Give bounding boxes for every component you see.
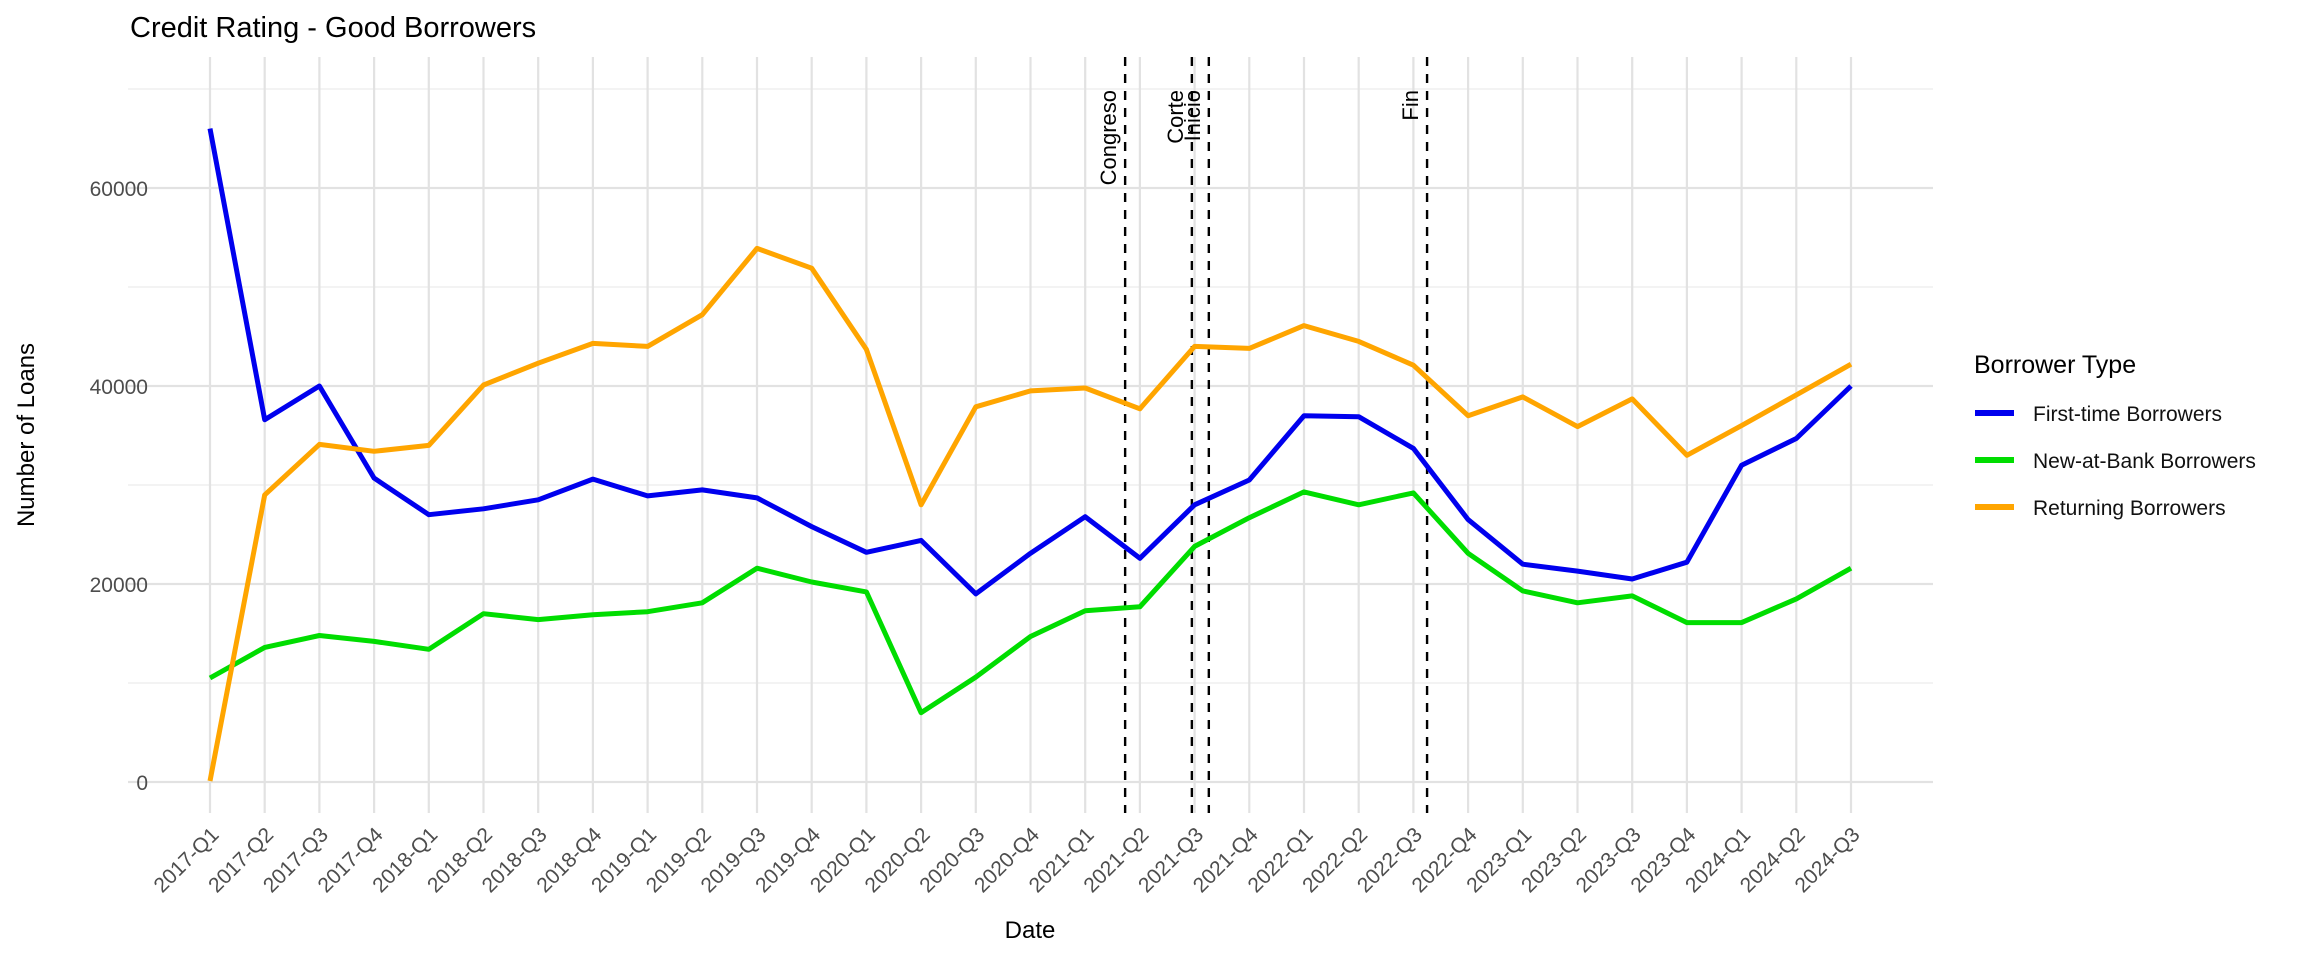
series-layer (207, 128, 1853, 782)
series-line-new-at-bank-borrowers (208, 489, 1853, 716)
legend-label-new-at-bank-borrowers: New-at-Bank Borrowers (2033, 450, 2256, 473)
series-line-first-time-borrowers (207, 128, 1853, 597)
chart-title: Credit Rating - Good Borrowers (130, 12, 536, 44)
event-vline-label-congreso: Congreso (1096, 90, 1121, 185)
y-tick-label: 40000 (90, 376, 148, 399)
legend: Borrower Type First-time Borrowers New-at… (1974, 351, 2256, 520)
x-axis-title: Date (1005, 917, 1056, 944)
y-tick-label: 20000 (90, 574, 148, 597)
event-vline-label-corte: Corte (1163, 90, 1188, 144)
axis-layer: 02000040000600002017-Q12017-Q22017-Q3201… (90, 178, 1865, 897)
y-tick-label: 0 (136, 772, 148, 795)
legend-label-returning-borrowers: Returning Borrowers (2033, 497, 2226, 520)
y-tick-label: 60000 (90, 178, 148, 201)
event-vline-label-inicio: Inicio (1180, 90, 1205, 141)
legend-title: Borrower Type (1974, 351, 2136, 379)
series-line-returning-borrowers (207, 245, 1853, 782)
event-vline-label-fin: Fin (1398, 90, 1423, 121)
legend-label-first-time-borrowers: First-time Borrowers (2033, 403, 2222, 426)
grid-layer (128, 57, 1933, 813)
y-axis-title: Number of Loans (13, 343, 40, 527)
